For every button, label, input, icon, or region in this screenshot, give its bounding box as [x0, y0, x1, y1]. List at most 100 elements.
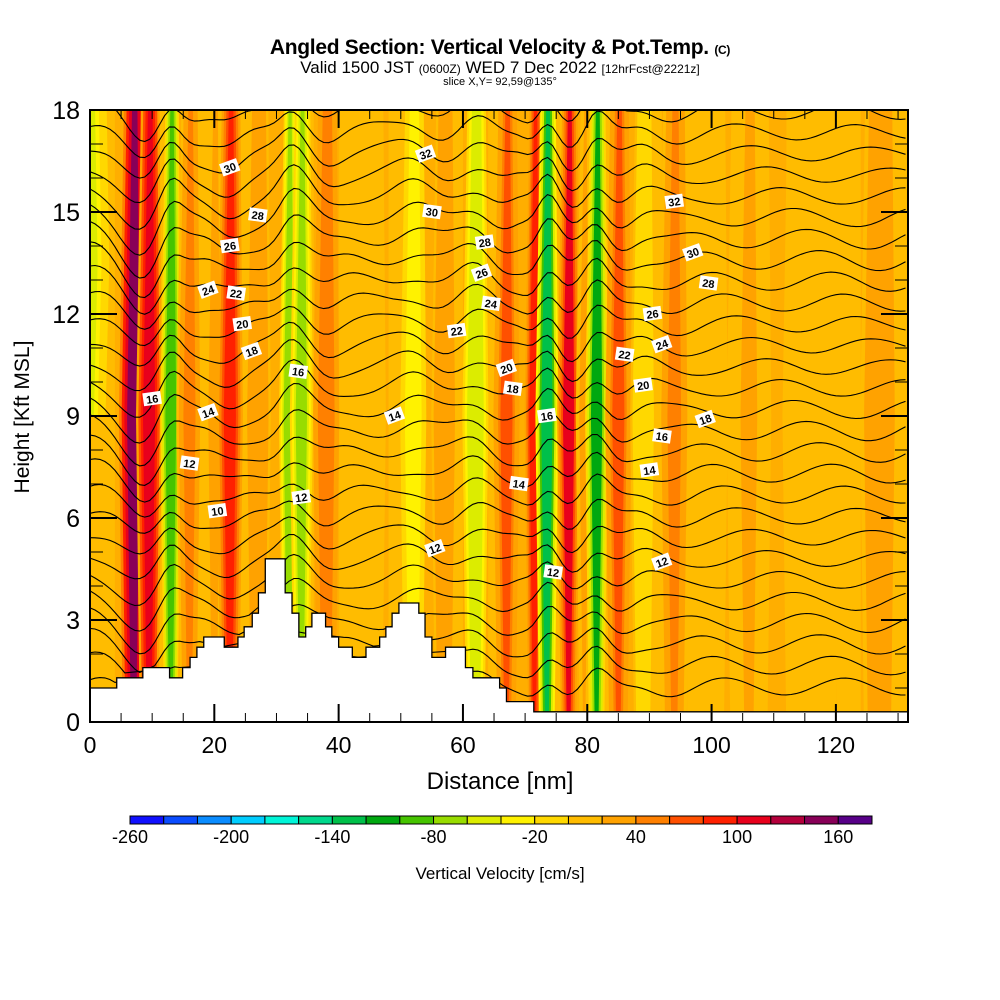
valid-date: WED 7 Dec 2022 — [465, 58, 597, 77]
contour-label-text: 12 — [546, 567, 560, 581]
valid-prefix: Valid 1500 JST — [300, 58, 414, 77]
colorbar-segment — [770, 815, 806, 825]
velocity-band-layer — [740, 110, 758, 722]
contour-label-box — [383, 406, 406, 425]
contour-label: 28 — [248, 207, 268, 223]
colorbar-tick-label: -140 — [314, 827, 351, 847]
contour-label-text: 12 — [295, 492, 309, 506]
contour-label-text: 14 — [201, 406, 217, 422]
colorbar-segment — [399, 815, 435, 825]
contour-label-text: 14 — [643, 464, 658, 478]
theta-contour-line — [90, 144, 906, 204]
contour-label: 14 — [639, 462, 660, 478]
contour-label-box — [470, 263, 493, 282]
contour-label-box — [509, 475, 529, 492]
velocity-band — [557, 110, 581, 722]
theta-contour-line — [90, 110, 906, 159]
contour-label-box — [422, 203, 442, 220]
y-tick-label: 3 — [66, 607, 80, 635]
theta-contour-line — [90, 603, 906, 655]
velocity-band-layer — [251, 110, 264, 722]
contour-label: 16 — [288, 363, 309, 380]
contour-label: 30 — [682, 243, 704, 262]
contour-label: 28 — [474, 234, 495, 250]
velocity-field — [90, 110, 908, 722]
contour-label-text: 18 — [698, 413, 714, 428]
velocity-band — [90, 110, 110, 416]
theta-contour-line — [90, 667, 906, 698]
contour-label: 32 — [664, 193, 685, 210]
contour-label-text: 30 — [685, 246, 701, 261]
terrain — [89, 558, 909, 723]
colorbar-segment — [601, 815, 637, 825]
theta-contour-line — [90, 473, 906, 518]
theta-contour-line — [90, 553, 906, 607]
contour-label-text: 10 — [211, 505, 225, 519]
contour-label: 26 — [220, 237, 240, 254]
contour-label: 12 — [651, 552, 673, 571]
colorbar-segment — [635, 815, 671, 825]
velocity-band-layer — [165, 110, 177, 722]
contour-label-box — [651, 334, 673, 354]
contour-label-text: 12 — [654, 555, 670, 570]
colorbar-segment — [500, 815, 536, 825]
forecast-info: [12hrFcst@2221z] — [601, 62, 700, 76]
theta-contour-line — [90, 433, 906, 486]
theta-contour-line — [90, 409, 906, 467]
contour-label: 12 — [291, 489, 312, 506]
velocity-band — [216, 110, 243, 722]
theta-contour-line — [90, 359, 906, 418]
theta-contour-line — [90, 451, 906, 503]
y-tick-label: 0 — [66, 709, 80, 737]
velocity-band-layer — [579, 110, 590, 722]
colorbar-segment — [804, 815, 839, 825]
contour-label-box — [682, 243, 704, 262]
velocity-band-layer — [127, 110, 140, 722]
contour-label-box — [481, 295, 501, 311]
contour-label-text: 16 — [540, 410, 554, 424]
colorbar-tick-label: 160 — [823, 827, 854, 847]
colorbar-segment — [129, 815, 165, 825]
contour-label-text: 16 — [145, 393, 159, 407]
contour-label: 28 — [698, 275, 719, 291]
contour-label: 12 — [424, 538, 446, 558]
velocity-band-layer — [562, 110, 575, 722]
contour-label-box — [220, 237, 240, 254]
contour-label-box — [424, 538, 446, 558]
y-tick-label: 12 — [52, 301, 80, 329]
contour-label-text: 18 — [244, 345, 260, 360]
colorbar-segment — [298, 815, 333, 825]
contour-label-box — [694, 409, 716, 429]
theta-contour-line — [115, 110, 906, 143]
velocity-band-layer — [362, 110, 377, 722]
contour-label: 26 — [470, 263, 493, 282]
contour-label-text: 24 — [654, 338, 670, 354]
valid-utc: (0600Z) — [418, 62, 461, 76]
slice-info: slice X,Y= 92,59@135° — [443, 76, 557, 88]
contour-label: 16 — [652, 428, 672, 444]
contour-label-text: 14 — [387, 409, 403, 425]
contour-label-text: 28 — [251, 210, 265, 224]
contour-label: 20 — [633, 377, 653, 393]
y-axis-label: Height [Kft MSL] — [11, 340, 34, 494]
contour-label-box — [502, 380, 523, 396]
contour-label-box — [543, 564, 563, 580]
colorbar-segment — [534, 815, 569, 825]
contour-label-box — [197, 280, 219, 299]
y-tick-label: 15 — [52, 199, 80, 227]
contour-label: 20 — [232, 316, 253, 332]
velocity-band-layer — [637, 110, 650, 722]
contour-label-box — [207, 503, 228, 519]
contour-label-text: 12 — [428, 542, 444, 557]
contour-label-box — [179, 455, 200, 471]
contour-label-text: 16 — [291, 366, 305, 380]
contour-label-text: 30 — [425, 206, 439, 220]
theta-contour-line — [90, 164, 906, 230]
contour-label-box — [652, 428, 672, 444]
colorbar — [129, 815, 873, 825]
contour-label: 22 — [226, 285, 246, 301]
colorbar-tick-label: -200 — [213, 827, 250, 847]
contour-label-box — [614, 346, 635, 362]
velocity-band-layer — [500, 110, 513, 722]
contour-label-box — [474, 234, 495, 250]
